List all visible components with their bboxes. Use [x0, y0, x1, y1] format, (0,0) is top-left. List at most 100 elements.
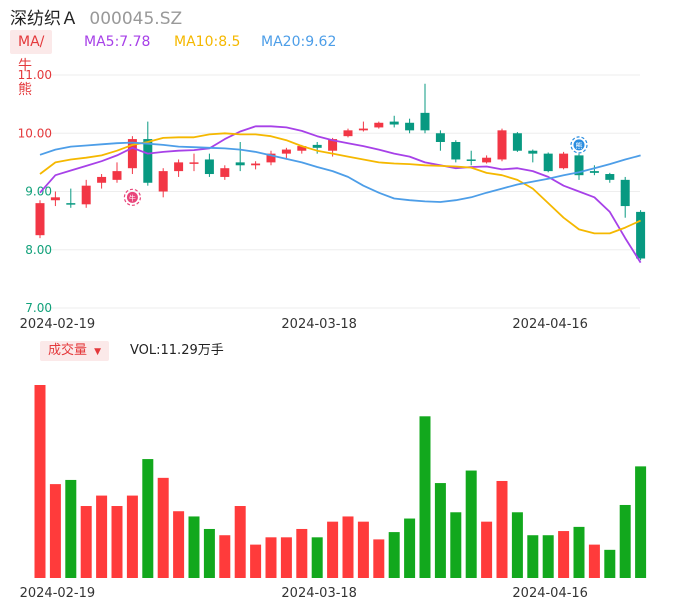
- ma-toggle-button[interactable]: MA/牛熊: [10, 30, 53, 98]
- candle-body: [50, 197, 60, 201]
- volume-chart: 2024-02-19 2024-03-18 2024-04-16: [20, 385, 647, 601]
- volume-bar: [434, 483, 446, 578]
- volume-bar: [234, 506, 246, 578]
- x-tick-label: 2024-04-16: [512, 317, 588, 332]
- candle-body: [35, 203, 45, 236]
- volume-bar: [126, 495, 138, 578]
- candle-body: [174, 162, 184, 172]
- y-tick-label: 9.00: [25, 185, 52, 199]
- candle-body: [343, 130, 353, 137]
- vol-value-label: VOL:11.29万手: [130, 343, 224, 358]
- volume-bar: [496, 480, 508, 578]
- stock-title: 深纺织Ａ 000045.SZ: [10, 4, 182, 29]
- volume-bar: [342, 516, 354, 578]
- candle-body: [220, 168, 230, 177]
- bull-signal-dot: [126, 191, 138, 203]
- candle-body: [266, 153, 276, 163]
- candle-body: [636, 211, 646, 259]
- y-tick-label: 10.00: [18, 126, 52, 140]
- bull-signal-ring: [123, 188, 141, 206]
- volume-bar: [142, 459, 154, 578]
- bear-signal-dot: [573, 139, 585, 151]
- candle-body: [358, 128, 368, 131]
- price-chart: 11.00 10.00 9.00 8.00 7.00 牛 熊 2024-02-19 2024-0…: [18, 68, 646, 332]
- candle-body: [158, 171, 168, 192]
- candle-body: [466, 159, 476, 161]
- candle-body: [435, 133, 445, 142]
- volume-bar: [111, 506, 123, 578]
- candle-body: [281, 149, 291, 154]
- x-tick-label: 2024-03-18: [281, 586, 357, 601]
- ma20-line: [39, 141, 641, 203]
- candle-body: [189, 162, 199, 164]
- candle-body: [112, 171, 122, 180]
- candle-body: [451, 141, 461, 160]
- volume-bar: [173, 511, 185, 578]
- candle-body: [543, 153, 553, 172]
- volume-bar: [157, 477, 169, 578]
- candle-body: [605, 174, 615, 180]
- candle-body: [81, 185, 91, 205]
- bear-signal-icon: 熊: [570, 136, 588, 154]
- volume-bar: [96, 495, 108, 578]
- candle-body: [328, 139, 338, 151]
- volume-bar: [465, 470, 477, 578]
- candle-body: [528, 150, 538, 154]
- volume-bar: [542, 535, 554, 578]
- volume-bar: [80, 506, 92, 578]
- candle-body: [574, 155, 584, 176]
- volume-bar: [388, 532, 400, 578]
- volume-bar: [619, 504, 631, 578]
- x-tick-label: 2024-02-19: [20, 317, 96, 332]
- volume-bar: [265, 537, 277, 578]
- ma10-label: MA10:8.5: [174, 34, 241, 50]
- volume-bar: [250, 544, 262, 578]
- candle-body: [204, 159, 214, 175]
- volume-bar: [203, 528, 215, 578]
- candle-body: [251, 163, 261, 166]
- volume-bar: [65, 479, 77, 578]
- y-tick-label: 7.00: [25, 301, 52, 315]
- volume-toggle-button[interactable]: 成交量 ▼: [40, 341, 110, 361]
- volume-bar: [481, 521, 493, 578]
- volume-bar: [373, 539, 385, 578]
- ma5-line: [39, 125, 642, 264]
- volume-bar: [419, 416, 431, 578]
- volume-bar: [635, 466, 647, 578]
- candle-body: [559, 153, 569, 169]
- candle-body: [405, 122, 415, 131]
- volume-bar: [34, 385, 46, 578]
- candle-body: [620, 179, 630, 207]
- candle-body: [235, 162, 245, 166]
- stock-code: 000045.SZ: [89, 9, 183, 29]
- volume-bar: [49, 484, 61, 578]
- volume-bar: [558, 531, 570, 578]
- volume-bar: [573, 526, 585, 578]
- caret-down-icon: ▼: [94, 347, 102, 357]
- bull-signal-label: 牛: [129, 193, 136, 202]
- x-tick-label: 2024-03-18: [281, 317, 357, 332]
- bear-signal-label: 熊: [576, 141, 583, 150]
- candle-body: [420, 112, 430, 131]
- volume-bar: [327, 521, 339, 578]
- volume-bar: [511, 512, 523, 578]
- volume-bar: [188, 516, 200, 578]
- volume-toggle-label: 成交量: [48, 343, 88, 358]
- stock-name: 深纺织Ａ: [10, 9, 78, 29]
- volume-bar: [404, 518, 416, 578]
- ma5-label: MA5:7.78: [84, 34, 151, 50]
- candle-body: [497, 130, 507, 160]
- volume-bar: [604, 549, 616, 578]
- volume-bar: [527, 535, 539, 578]
- candle-body: [297, 146, 307, 151]
- candle-body: [389, 121, 399, 125]
- candle-body: [512, 133, 522, 151]
- bull-signal-icon: 牛: [123, 188, 141, 206]
- candle-body: [127, 139, 137, 169]
- ma20-label: MA20:9.62: [261, 34, 337, 50]
- y-tick-label: 8.00: [25, 243, 52, 257]
- candle-body: [66, 203, 76, 205]
- candle-body: [143, 139, 153, 183]
- x-tick-label: 2024-02-19: [20, 586, 96, 601]
- volume-bar: [311, 537, 323, 578]
